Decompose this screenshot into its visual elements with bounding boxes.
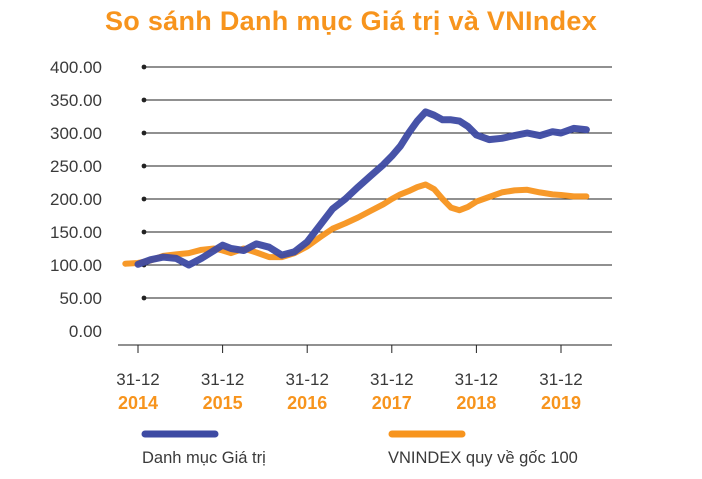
gridline-dot bbox=[141, 229, 147, 235]
x-tick-year-label: 2018 bbox=[456, 393, 496, 413]
x-tick-year-label: 2019 bbox=[541, 393, 581, 413]
y-tick-label: 50.00 bbox=[59, 289, 102, 308]
x-tick-day-label: 31-12 bbox=[455, 370, 498, 389]
y-tick-label: 150.00 bbox=[50, 223, 102, 242]
gridline-dot bbox=[141, 196, 147, 202]
x-tick-day-label: 31-12 bbox=[539, 370, 582, 389]
x-tick-year-label: 2016 bbox=[287, 393, 327, 413]
x-tick-day-label: 31-12 bbox=[285, 370, 328, 389]
gridline-dot bbox=[141, 295, 147, 301]
gridline-dot bbox=[141, 163, 147, 169]
gridline-dot bbox=[141, 64, 147, 70]
y-tick-label: 200.00 bbox=[50, 190, 102, 209]
x-tick-year-label: 2017 bbox=[372, 393, 412, 413]
gridline-dot bbox=[141, 130, 147, 136]
x-tick-day-label: 31-12 bbox=[370, 370, 413, 389]
legend-label-portfolio: Danh mục Giá trị bbox=[142, 449, 266, 467]
series-line-vnindex bbox=[122, 181, 590, 267]
x-tick-day-label: 31-12 bbox=[116, 370, 159, 389]
y-tick-label: 100.00 bbox=[50, 256, 102, 275]
chart-title: So sánh Danh mục Giá trị và VNIndex bbox=[104, 6, 598, 36]
y-tick-label: 400.00 bbox=[50, 58, 102, 77]
gridline-dot bbox=[141, 97, 147, 103]
y-tick-label: 250.00 bbox=[50, 157, 102, 176]
legend-label-vnindex: VNINDEX quy về gốc 100 bbox=[388, 449, 578, 467]
y-tick-label: 300.00 bbox=[50, 124, 102, 143]
x-tick-year-label: 2014 bbox=[118, 393, 158, 413]
x-tick-day-label: 31-12 bbox=[201, 370, 244, 389]
x-tick-year-label: 2015 bbox=[203, 393, 243, 413]
y-tick-label: 0.00 bbox=[69, 322, 102, 341]
y-tick-label: 350.00 bbox=[50, 91, 102, 110]
series-line-portfolio bbox=[134, 108, 590, 269]
